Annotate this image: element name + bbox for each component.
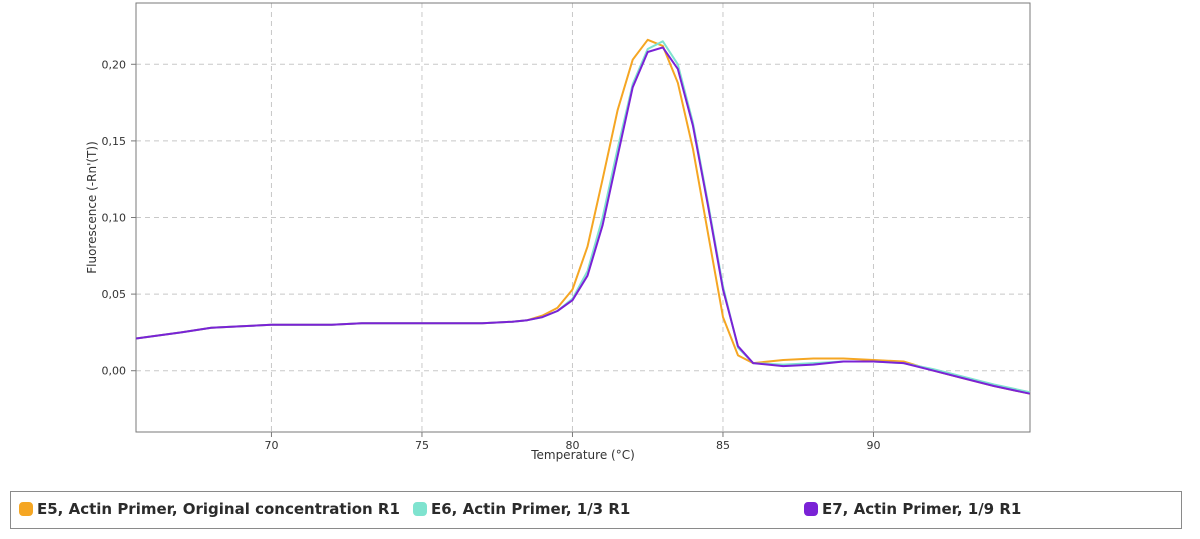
x-tick-label: 85 <box>716 439 730 452</box>
legend-label-e6: E6, Actin Primer, 1/3 R1 <box>431 500 631 518</box>
x-tick-label: 90 <box>866 439 880 452</box>
x-tick-label: 70 <box>264 439 278 452</box>
legend-swatch-e7 <box>804 502 818 516</box>
grid <box>136 3 1030 432</box>
series-line-7 <box>135 46 1031 395</box>
legend-swatch-e6 <box>413 502 427 516</box>
series-lines <box>135 38 1031 395</box>
y-tick-label: 0,05 <box>102 288 127 301</box>
series-line-6 <box>135 40 1031 394</box>
legend-item-e7[interactable]: E7, Actin Primer, 1/9 R1 <box>804 500 1021 518</box>
axis-ticks: 70 75 80 85 90 0,00 0,05 0,10 0,15 0,20 <box>102 58 881 452</box>
legend: E5, Actin Primer, Original concentration… <box>10 491 1182 529</box>
y-tick-label: 0,15 <box>102 135 127 148</box>
legend-item-e5[interactable]: E5, Actin Primer, Original concentration… <box>19 500 400 518</box>
legend-item-e6[interactable]: E6, Actin Primer, 1/3 R1 <box>413 500 630 518</box>
x-tick-label: 80 <box>565 439 579 452</box>
legend-label-e7: E7, Actin Primer, 1/9 R1 <box>822 500 1022 518</box>
y-tick-label: 0,20 <box>102 58 127 71</box>
x-tick-label: 75 <box>415 439 429 452</box>
series-line-5 <box>135 38 1031 395</box>
y-axis-label: Fluorescence (-Rn'(T)) <box>85 141 99 274</box>
legend-label-e5: E5, Actin Primer, Original concentration… <box>37 500 400 518</box>
y-tick-label: 0,00 <box>102 365 127 378</box>
x-axis-label: Temperature (°C) <box>530 448 635 462</box>
melt-curve-chart: 70 75 80 85 90 0,00 0,05 0,10 0,15 0,20 Temperatu… <box>85 2 1031 462</box>
y-tick-label: 0,10 <box>102 212 127 225</box>
legend-swatch-e5 <box>19 502 33 516</box>
